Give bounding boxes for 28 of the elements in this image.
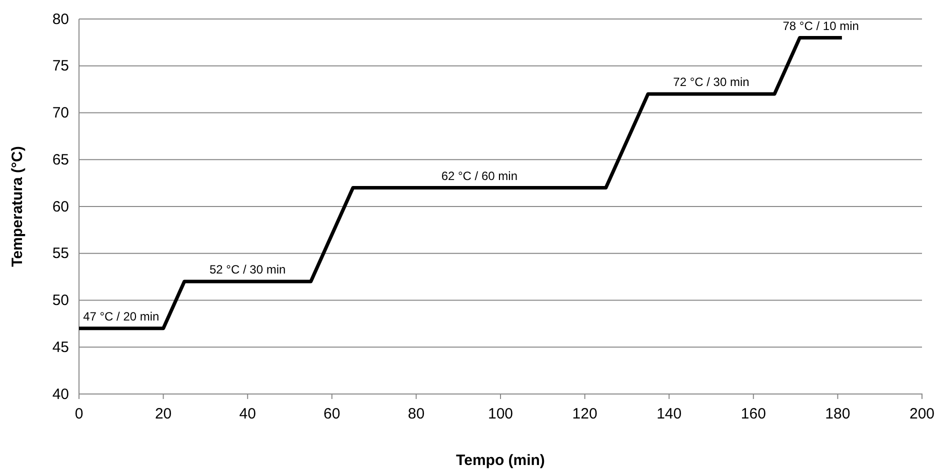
annotation: 47 °C / 20 min [83, 309, 160, 324]
y-tick-label: 45 [52, 338, 69, 356]
y-tick-label: 50 [52, 292, 69, 310]
x-tick-label: 80 [408, 406, 425, 422]
y-tick-label: 80 [52, 10, 69, 28]
y-tick-label: 70 [52, 104, 69, 122]
y-tick-label: 55 [52, 245, 69, 262]
annotation: 52 °C / 30 min [210, 262, 286, 276]
x-tick-label: 120 [572, 406, 598, 422]
x-tick-label: 60 [324, 406, 340, 422]
x-tick-label: 140 [656, 406, 682, 422]
y-tick-label: 60 [52, 198, 69, 216]
x-tick-label: 20 [154, 406, 172, 422]
x-tick-label: 40 [239, 406, 256, 422]
y-axis-title: Temperatura (°C) [9, 146, 26, 267]
line-series [77, 36, 844, 330]
x-axis-title: Tempo (min) [456, 452, 545, 469]
annotation: 72 °C / 30 min [673, 75, 750, 89]
x-tick-label: 180 [825, 406, 850, 422]
y-tick-label: 65 [52, 151, 69, 168]
x-tick-label: 0 [74, 406, 84, 422]
x-tick-label: 160 [740, 406, 766, 422]
annotation: 62 °C / 60 min [441, 168, 518, 183]
y-tick-label: 75 [52, 58, 69, 75]
annotation: 78 °C / 10 min [782, 18, 859, 33]
x-tick-label: 100 [488, 406, 514, 422]
x-tick-label: 200 [909, 406, 935, 422]
y-tick-label: 40 [52, 386, 69, 403]
